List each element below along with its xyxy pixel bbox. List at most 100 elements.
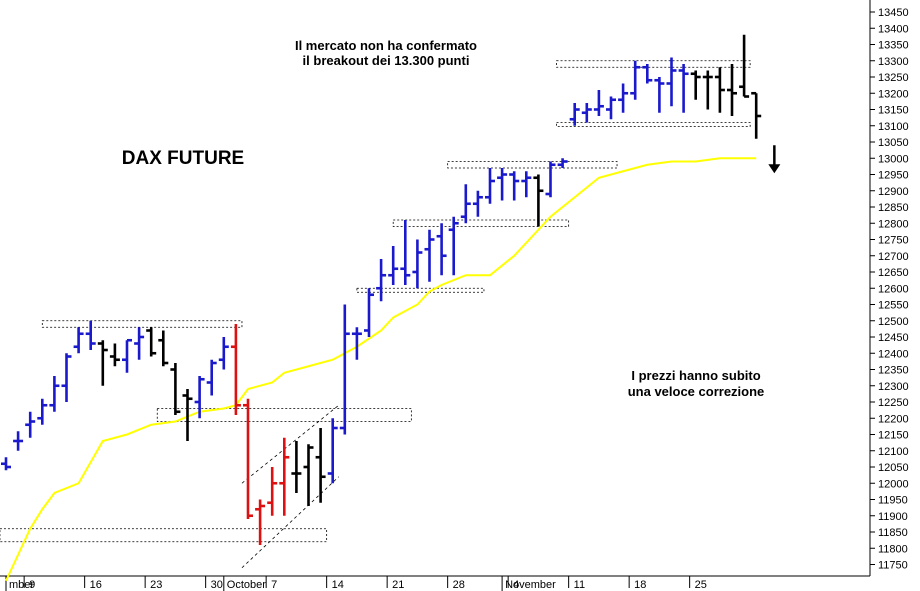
ohlc-bar — [364, 288, 374, 337]
ohlc-bar — [521, 171, 532, 198]
ohlc-bar — [13, 431, 24, 451]
ohlc-bar — [1, 457, 11, 471]
ohlc-bar — [206, 359, 217, 396]
y-tick-label: 13250 — [878, 72, 909, 84]
ohlc-bar — [751, 91, 762, 139]
range-box — [156, 408, 412, 422]
y-tick-label: 12500 — [878, 316, 909, 328]
ohlc-bar — [315, 428, 326, 503]
ohlc-bar — [291, 441, 302, 493]
y-tick-label: 12750 — [878, 235, 909, 247]
ohlc-bar — [73, 327, 84, 354]
ohlc-bar — [25, 411, 36, 438]
y-tick-label: 13000 — [878, 153, 909, 165]
annotation-top-line-2: il breakout dei 13.300 punti — [303, 53, 470, 68]
ohlc-bar — [339, 304, 350, 435]
ohlc-bar — [593, 90, 604, 116]
ohlc-bar — [678, 64, 689, 113]
y-tick-label: 12700 — [878, 251, 909, 263]
ohlc-bar — [134, 327, 145, 360]
x-tick-label: 16 — [90, 579, 102, 591]
ohlc-bar — [557, 158, 568, 168]
x-tick-label: 14 — [332, 579, 344, 591]
month-label: mber — [9, 579, 34, 591]
ohlc-bar — [194, 376, 205, 419]
price-bars — [1, 34, 762, 545]
ohlc-bar — [714, 67, 725, 113]
y-tick-label: 12150 — [878, 430, 909, 442]
ohlc-bar — [218, 337, 229, 370]
ohlc-bar — [690, 70, 701, 100]
y-tick-label: 12650 — [878, 267, 909, 279]
moving-average-line — [5, 157, 757, 582]
range-box — [556, 60, 751, 68]
range-box — [556, 122, 751, 127]
moving-average-series — [5, 157, 757, 582]
ohlc-bar — [388, 246, 399, 285]
y-tick-label: 12250 — [878, 397, 909, 409]
channel-line — [241, 404, 340, 484]
range-boxes — [0, 60, 751, 543]
x-tick-label: 28 — [453, 579, 465, 591]
ohlc-bar — [146, 327, 157, 357]
ohlc-bar — [642, 64, 653, 84]
ohlc-bar — [702, 70, 713, 110]
x-axis: 9 16 23 30 7 14 21 28 4 11 18 25 mber October November — [0, 575, 870, 591]
ohlc-bar — [170, 363, 181, 415]
ohlc-bar — [279, 437, 290, 516]
ohlc-bar — [654, 77, 665, 113]
y-tick-label: 13400 — [878, 23, 909, 35]
y-tick-label: 13100 — [878, 121, 909, 133]
ohlc-bar — [448, 216, 459, 276]
x-tick-label: 11 — [574, 579, 585, 591]
y-tick-label: 12100 — [878, 446, 909, 458]
ohlc-bar — [85, 320, 96, 350]
range-box — [356, 287, 485, 293]
month-label: October — [227, 579, 266, 591]
x-tick-label: 21 — [392, 579, 404, 591]
trend-channel — [241, 404, 340, 569]
ohlc-bar — [460, 184, 471, 224]
ohlc-bar — [618, 83, 629, 113]
y-tick-label: 12600 — [878, 283, 909, 295]
x-tick-label: 25 — [695, 579, 707, 591]
ohlc-bar — [182, 389, 193, 441]
ohlc-bar — [303, 444, 314, 506]
chart-annotations: DAX FUTURE Il mercato non ha confermato … — [122, 38, 765, 399]
y-tick-label: 12000 — [878, 478, 909, 490]
y-tick-label: 12350 — [878, 365, 909, 377]
x-tick-label: 7 — [271, 579, 277, 591]
ohlc-bar — [581, 103, 592, 123]
annotation-bottom-line-1: I prezzi hanno subito — [631, 368, 760, 383]
ohlc-bar — [97, 340, 108, 386]
x-tick-label: 9 — [29, 579, 35, 591]
y-tick-label: 13050 — [878, 137, 909, 149]
ohlc-bar — [255, 499, 266, 545]
ohlc-bar — [497, 168, 508, 201]
ohlc-bar — [485, 168, 495, 204]
y-tick-label: 13450 — [878, 7, 909, 19]
arrow-head — [768, 164, 781, 174]
month-label: November — [505, 579, 556, 591]
ohlc-bar — [727, 64, 737, 116]
y-tick-label: 12200 — [878, 413, 909, 425]
x-tick-label: 30 — [211, 579, 223, 591]
y-tick-label: 12850 — [878, 202, 909, 214]
ohlc-bar — [509, 171, 520, 201]
ohlc-bar — [606, 96, 616, 120]
y-axis: 11750 11800 11850 11900 11950 12000 12050 12100… — [869, 0, 909, 576]
y-tick-label: 11900 — [878, 511, 908, 523]
ohlc-bar — [666, 57, 677, 107]
annotation-bottom-line-2: una veloce correzione — [628, 384, 765, 399]
ohlc-bar — [61, 353, 72, 402]
y-tick-label: 12550 — [878, 300, 909, 312]
y-tick-label: 12800 — [878, 218, 909, 230]
ohlc-bar — [424, 229, 435, 282]
ohlc-bar — [37, 398, 48, 425]
y-tick-label: 13200 — [878, 88, 909, 100]
ohlc-bar — [436, 223, 447, 276]
ohlc-bar — [412, 239, 423, 289]
y-tick-label: 12300 — [878, 381, 909, 393]
ohlc-bar — [630, 60, 641, 100]
ohlc-bar — [327, 418, 338, 484]
